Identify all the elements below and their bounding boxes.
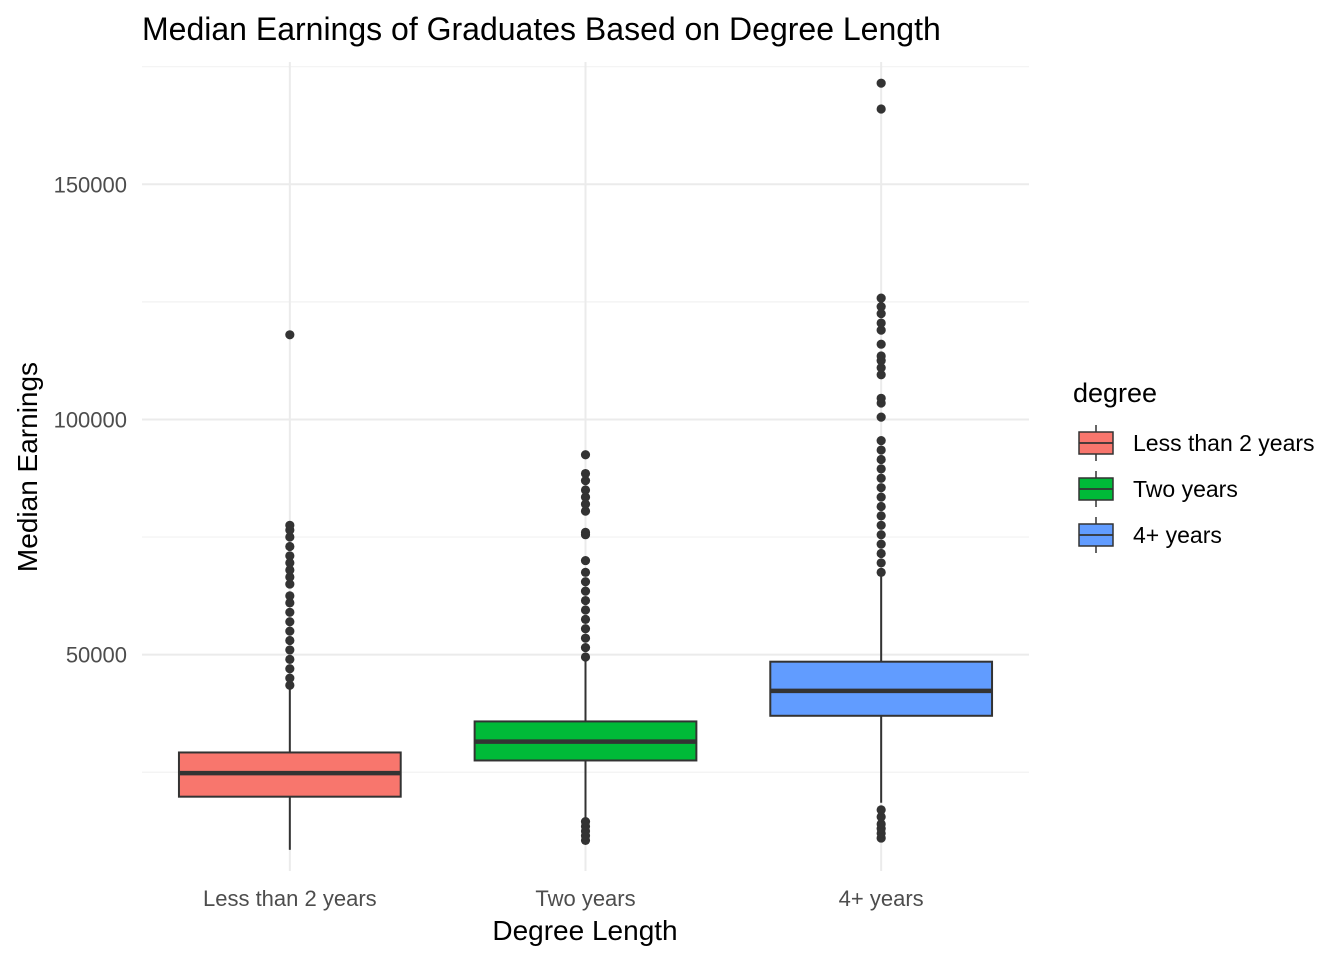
- outlier-point: [285, 654, 295, 664]
- outlier-point: [876, 483, 886, 493]
- outlier-point: [285, 664, 295, 674]
- outlier-point: [580, 567, 591, 577]
- outlier-point: [876, 530, 886, 540]
- outlier-point: [580, 595, 591, 606]
- outlier-point: [876, 492, 886, 502]
- outlier-point: [876, 548, 886, 559]
- legend-label: Less than 2 years: [1133, 430, 1315, 456]
- outlier-point: [285, 598, 295, 608]
- outlier-point: [876, 454, 886, 465]
- legend: degree Less than 2 years Two years 4+ year…: [1073, 378, 1315, 553]
- legend-item: Less than 2 years: [1078, 425, 1315, 461]
- outlier-point: [285, 541, 295, 552]
- outlier-point: [876, 567, 886, 577]
- outlier-point: [580, 577, 591, 587]
- outlier-point: [580, 614, 591, 624]
- outlier-point: [285, 645, 295, 655]
- outlier-point: [285, 579, 295, 589]
- y-tick-label: 100000: [54, 407, 127, 432]
- outlier-point: [285, 680, 295, 690]
- chart-title: Median Earnings of Graduates Based on De…: [142, 11, 941, 47]
- legend-label: Two years: [1133, 476, 1238, 502]
- x-tick-label: Two years: [535, 886, 635, 911]
- outlier-point: [876, 351, 886, 361]
- x-tick-label: 4+ years: [839, 886, 924, 911]
- outlier-point: [876, 293, 886, 303]
- outlier-point: [580, 817, 591, 827]
- outlier-point: [876, 511, 886, 521]
- outlier-point: [876, 318, 886, 328]
- legend-item: Two years: [1078, 471, 1238, 507]
- outlier-point: [876, 325, 886, 335]
- outlier-point: [580, 555, 591, 566]
- outlier-point: [580, 450, 591, 460]
- outlier-point: [876, 309, 886, 319]
- legend-title: degree: [1073, 378, 1157, 408]
- outlier-point: [580, 476, 591, 486]
- outlier-point: [876, 812, 886, 822]
- y-axis-label: Median Earnings: [12, 362, 43, 572]
- outlier-point: [285, 673, 295, 683]
- outlier-point: [580, 586, 591, 596]
- outlier-point: [876, 819, 886, 829]
- outlier-point: [876, 370, 886, 380]
- outlier-point: [876, 520, 886, 530]
- y-axis-tick-labels: 50000 100000 150000: [54, 172, 127, 667]
- outlier-point: [876, 339, 886, 349]
- x-axis-label: Degree Length: [492, 915, 677, 946]
- outlier-point: [285, 607, 295, 617]
- y-tick-label: 150000: [54, 172, 127, 197]
- outlier-point: [876, 78, 886, 88]
- outlier-point: [285, 572, 295, 582]
- outlier-point: [876, 539, 886, 549]
- outlier-point: [580, 499, 591, 509]
- outlier-point: [580, 642, 591, 653]
- outlier-point: [876, 301, 886, 312]
- x-axis-tick-labels: Less than 2 years Two years 4+ years: [203, 886, 924, 911]
- outlier-point: [876, 445, 886, 455]
- outlier-point: [876, 473, 886, 483]
- outlier-point: [876, 805, 886, 815]
- box-series: [177, 78, 994, 850]
- box-group: [473, 450, 698, 846]
- outlier-point: [876, 412, 886, 422]
- outlier-point: [285, 626, 295, 636]
- outlier-point: [876, 464, 886, 474]
- outlier-point: [876, 501, 886, 512]
- box-group: [769, 78, 994, 843]
- legend-label: 4+ years: [1133, 522, 1222, 548]
- outlier-point: [580, 485, 591, 495]
- outlier-point: [876, 436, 886, 446]
- outlier-point: [580, 527, 591, 537]
- outlier-point: [285, 591, 295, 601]
- x-tick-label: Less than 2 years: [203, 886, 377, 911]
- outlier-point: [580, 605, 591, 615]
- outlier-point: [285, 558, 295, 568]
- outlier-point: [285, 532, 295, 542]
- outlier-point: [580, 506, 591, 516]
- outlier-point: [285, 330, 295, 340]
- outlier-point: [580, 624, 591, 634]
- outlier-point: [580, 652, 591, 662]
- box-group: [177, 330, 402, 850]
- outlier-point: [285, 617, 295, 627]
- outlier-point: [876, 363, 886, 373]
- outlier-point: [876, 104, 886, 114]
- outlier-point: [285, 520, 295, 530]
- outlier-point: [285, 551, 295, 561]
- outlier-point: [285, 565, 295, 575]
- outlier-point: [580, 468, 591, 479]
- outlier-point: [580, 492, 591, 502]
- outlier-point: [876, 558, 886, 568]
- y-tick-label: 50000: [66, 643, 127, 668]
- outlier-point: [876, 393, 886, 403]
- outlier-point: [285, 635, 295, 646]
- legend-item: 4+ years: [1078, 517, 1222, 553]
- outlier-point: [580, 633, 591, 643]
